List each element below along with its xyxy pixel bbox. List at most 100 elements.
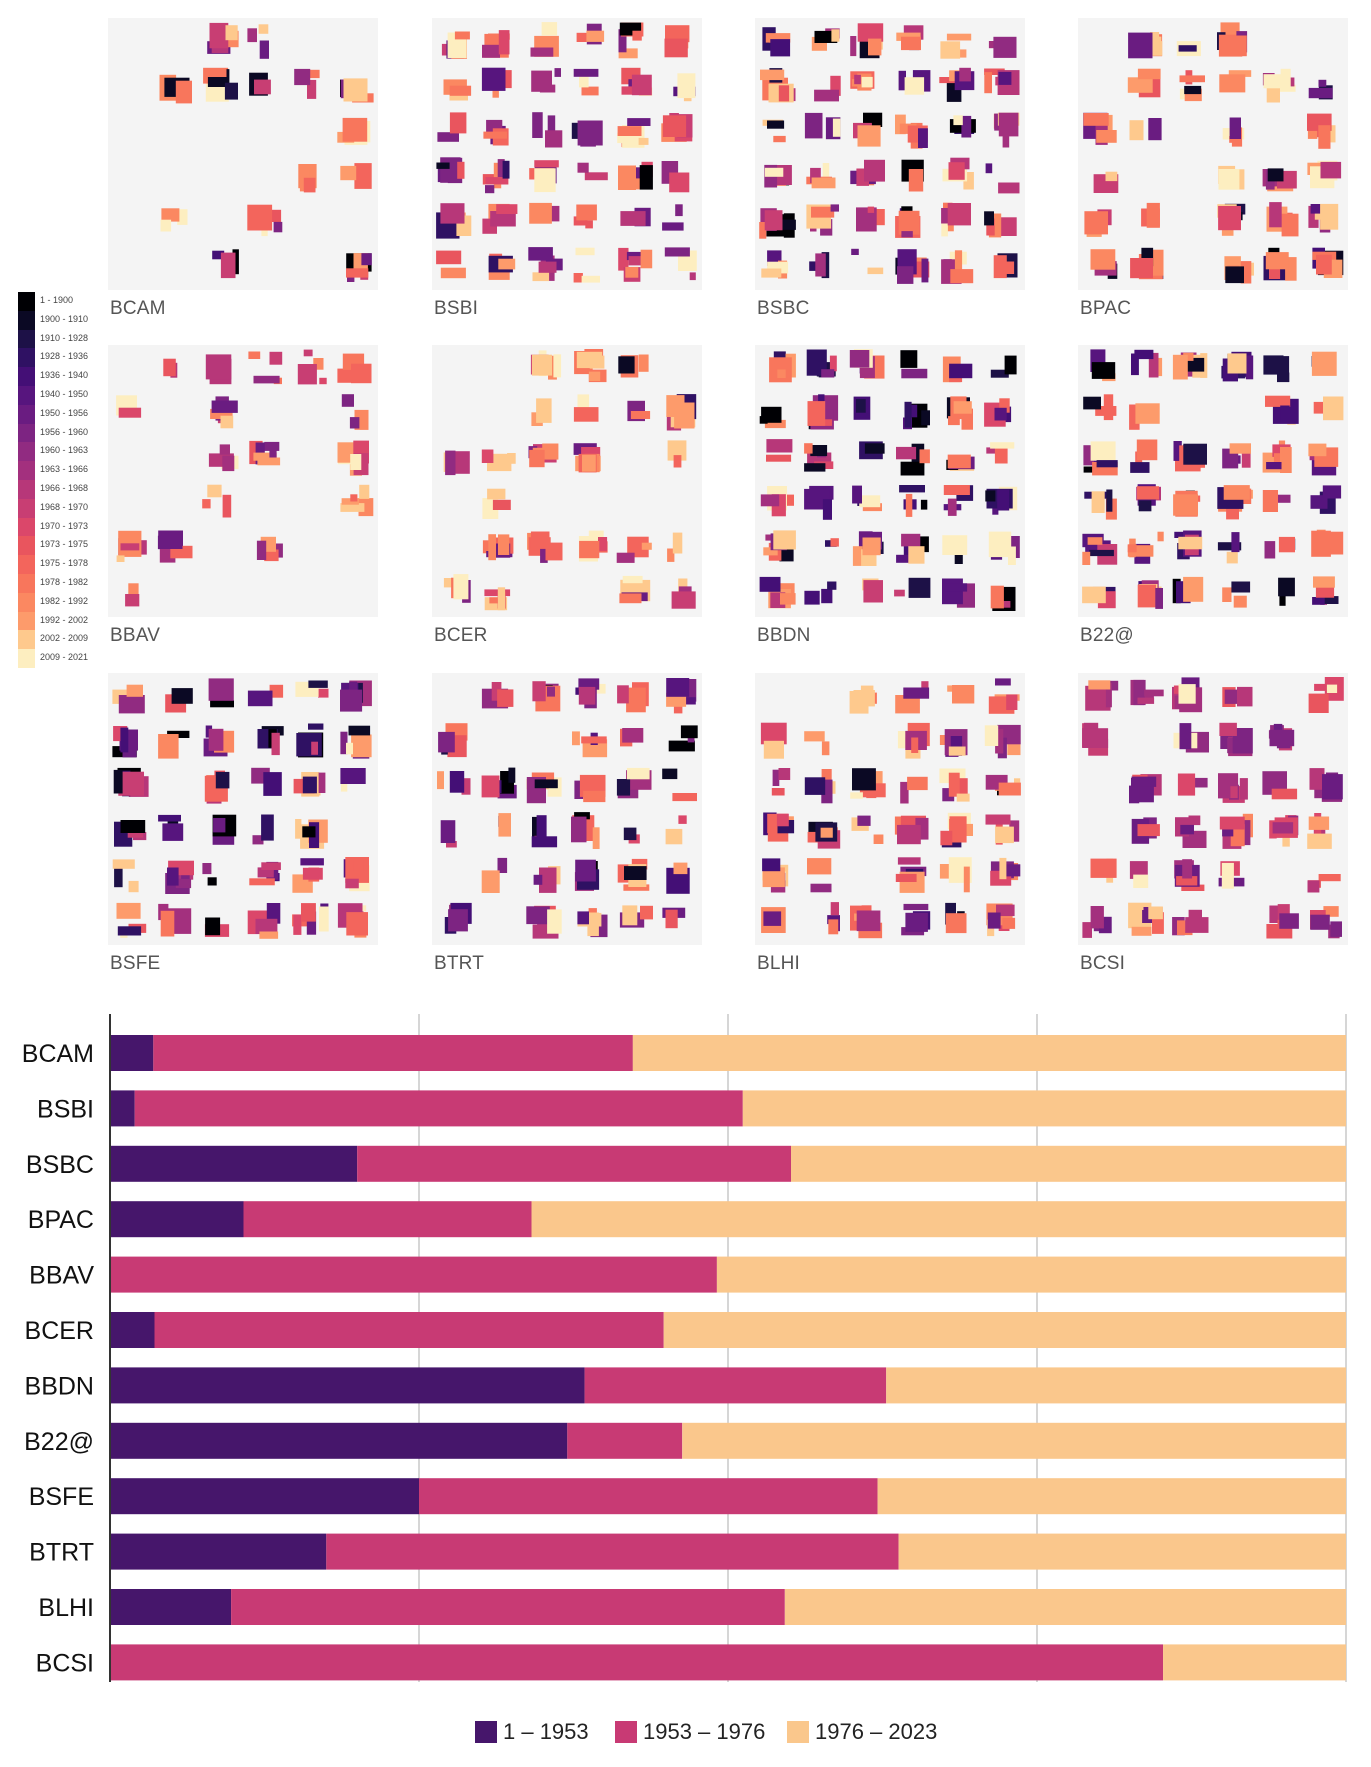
building-footprint <box>481 775 500 798</box>
category-label: BSBC <box>26 1151 94 1179</box>
building-footprint <box>773 135 786 143</box>
building-footprint <box>618 247 629 271</box>
building-footprint <box>536 398 552 423</box>
building-footprint <box>762 858 781 872</box>
building-footprint <box>1230 824 1245 847</box>
building-footprint <box>666 678 690 697</box>
building-footprint <box>1277 356 1290 383</box>
age-legend-item: 2009 - 2021 <box>18 649 108 668</box>
age-legend-swatch <box>18 404 35 424</box>
building-footprint <box>1105 682 1112 708</box>
building-footprint <box>1232 728 1253 754</box>
building-footprint <box>1313 401 1327 414</box>
building-footprint <box>947 203 971 226</box>
building-footprint <box>673 455 682 468</box>
category-label: BLHI <box>38 1594 94 1622</box>
building-footprint <box>1318 539 1332 550</box>
building-footprint <box>1239 778 1248 800</box>
building-footprint <box>540 540 548 563</box>
bar-bcam-series-1 <box>153 1035 633 1071</box>
age-legend-swatch <box>18 536 35 556</box>
building-footprint <box>952 685 975 704</box>
legend-swatch-1953-1976 <box>615 1721 637 1743</box>
building-footprint <box>897 266 914 284</box>
age-legend-swatch <box>18 649 35 668</box>
building-footprint <box>308 723 324 730</box>
building-footprint <box>1318 125 1331 149</box>
age-legend-label: 1973 - 1975 <box>40 539 89 550</box>
building-footprint <box>625 178 649 190</box>
building-footprint <box>671 591 696 609</box>
building-footprint <box>581 275 600 283</box>
building-footprint <box>1176 876 1198 886</box>
bar-btrt-series-0 <box>110 1533 327 1570</box>
building-footprint <box>308 680 328 688</box>
building-footprint <box>811 177 836 189</box>
age-legend-label: 1910 - 1928 <box>40 332 89 343</box>
building-footprint <box>1150 32 1160 52</box>
building-footprint <box>571 122 578 139</box>
building-footprint <box>1308 443 1327 457</box>
building-footprint <box>618 29 627 53</box>
age-legend-label: 1950 - 1956 <box>40 407 89 418</box>
building-footprint <box>1173 494 1198 516</box>
building-footprint <box>1223 35 1247 57</box>
building-footprint <box>589 355 605 369</box>
building-footprint <box>821 769 832 781</box>
bar-bcam-series-0 <box>110 1035 154 1071</box>
building-footprint <box>1308 693 1329 713</box>
building-footprint <box>898 210 920 235</box>
building-footprint <box>341 498 359 505</box>
building-footprint <box>264 549 279 562</box>
building-footprint <box>271 732 280 756</box>
building-footprint <box>449 112 467 134</box>
building-footprint <box>346 912 368 936</box>
building-footprint <box>920 499 928 510</box>
building-footprint <box>1231 581 1251 593</box>
category-label: BBDN <box>25 1372 94 1400</box>
building-footprint <box>807 858 832 875</box>
building-footprint <box>953 401 972 414</box>
building-footprint <box>665 25 690 43</box>
building-footprint <box>1230 786 1238 798</box>
building-footprint <box>456 584 466 595</box>
building-footprint <box>640 249 653 269</box>
building-footprint <box>1223 485 1250 500</box>
category-label: BCAM <box>22 1040 94 1068</box>
building-footprint <box>303 177 316 193</box>
building-footprint <box>1105 171 1118 182</box>
building-footprint <box>773 530 796 550</box>
building-footprint <box>359 484 370 499</box>
map-tile-bpac <box>1078 18 1348 290</box>
building-footprint <box>994 407 1007 421</box>
building-footprint <box>318 688 329 698</box>
building-footprint <box>665 909 678 929</box>
building-footprint <box>990 369 1009 378</box>
building-footprint <box>1014 778 1021 786</box>
building-footprint <box>1278 577 1295 597</box>
building-footprint <box>945 913 967 934</box>
building-footprint <box>618 48 638 59</box>
building-footprint <box>905 912 928 932</box>
building-footprint <box>997 217 1017 236</box>
building-footprint <box>264 441 280 451</box>
age-legend-swatch <box>18 479 35 499</box>
building-footprint <box>1087 537 1103 545</box>
building-footprint <box>1129 404 1140 430</box>
building-footprint <box>995 728 1004 754</box>
building-footprint <box>945 583 968 592</box>
bar-bcer-series-1 <box>154 1312 664 1348</box>
building-footprint <box>438 731 455 753</box>
building-footprint <box>1137 486 1159 500</box>
building-footprint <box>1089 549 1114 557</box>
building-footprint <box>1155 588 1163 609</box>
map-tile-blhi <box>755 673 1025 945</box>
building-footprint <box>212 250 225 260</box>
building-footprint <box>302 776 317 794</box>
building-footprint <box>1233 595 1247 608</box>
building-footprint <box>440 267 466 279</box>
building-footprint <box>804 443 813 454</box>
map-footprints-svg <box>436 22 697 283</box>
building-footprint <box>638 354 649 372</box>
building-footprint <box>867 267 884 275</box>
